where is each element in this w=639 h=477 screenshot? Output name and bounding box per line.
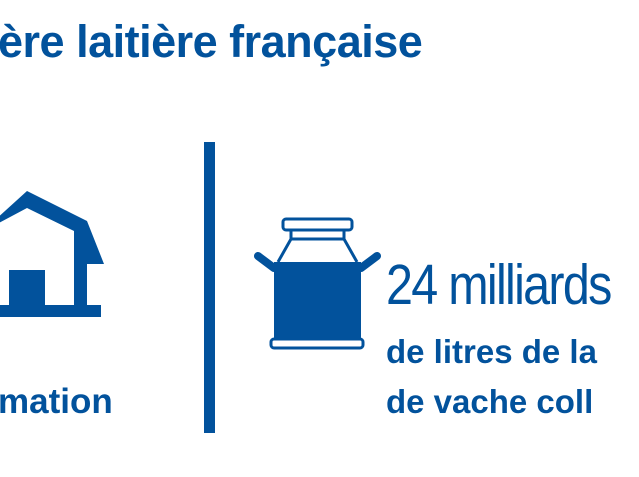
left-stat-label: mation (0, 382, 113, 421)
right-stat-line2: de vache coll (386, 383, 594, 420)
divider (204, 142, 215, 433)
right-stat-line1: de litres de la (386, 333, 597, 370)
right-stat-value: 24 milliards (386, 253, 612, 317)
page-title: ère laitière française (0, 16, 423, 67)
